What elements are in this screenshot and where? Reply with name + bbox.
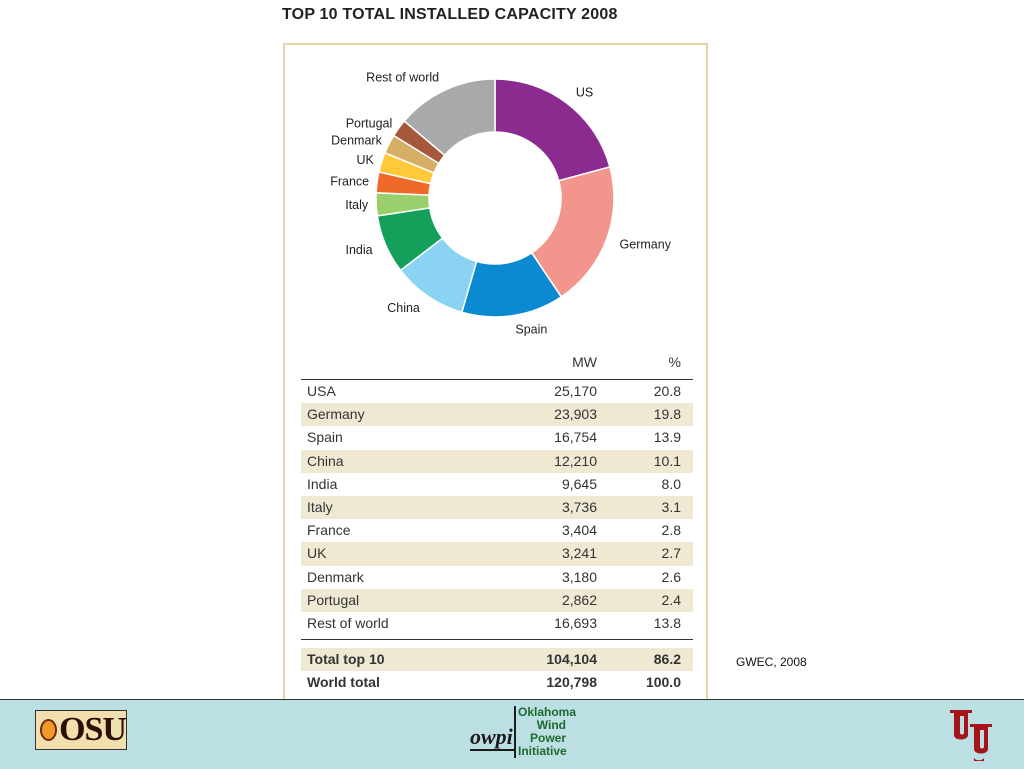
- row-pct: 2.4: [661, 591, 681, 608]
- owpi-word: Power: [529, 731, 566, 745]
- ou-logo-icon: [950, 710, 992, 761]
- row-name: Denmark: [307, 568, 364, 585]
- total-name: World total: [307, 674, 380, 691]
- row-mw: 2,862: [561, 591, 597, 608]
- owpi-underline: [470, 749, 514, 751]
- slice-label: Portugal: [346, 116, 393, 130]
- total-pct: 86.2: [653, 651, 681, 668]
- row-mw: 9,645: [561, 475, 597, 492]
- table-row: Denmark 3,180 2.6: [301, 566, 693, 589]
- row-pct: 2.8: [661, 522, 681, 539]
- owpi-mark: owpi: [470, 724, 513, 749]
- row-name: Rest of world: [307, 614, 389, 631]
- total-pct: 100.0: [645, 674, 681, 691]
- owpi-word: Oklahoma: [518, 705, 577, 719]
- table-row: USA 25,170 20.8: [301, 380, 693, 403]
- row-mw: 23,903: [554, 406, 597, 423]
- row-mw: 3,736: [561, 498, 597, 515]
- osu-seal-icon: [40, 719, 58, 741]
- footer-bar: OSU owpi Oklahoma Wind Power Initiative: [0, 699, 1024, 769]
- slice-label: India: [345, 243, 372, 257]
- osu-logo: OSU: [35, 710, 127, 750]
- pie-slice-us: [494, 78, 611, 182]
- table-row: Italy 3,736 3.1: [301, 495, 693, 520]
- row-name: France: [307, 522, 351, 539]
- table-row: Rest of world 16,693 13.8: [301, 612, 693, 635]
- table-row: China 12,210 10.1: [301, 449, 693, 473]
- total-row: Total top 10 104,104 86.2: [301, 648, 693, 672]
- pie-slice-rest-of-world: [403, 78, 496, 157]
- table-row: Spain 16,754 13.9: [301, 426, 693, 449]
- table-header: MW %: [301, 345, 693, 380]
- owpi-word: Wind: [536, 718, 566, 732]
- table-row: India 9,645 8.0: [301, 473, 693, 496]
- row-name: Portugal: [307, 591, 360, 608]
- osu-logo-text: OSU: [59, 711, 127, 748]
- table-body: USA 25,170 20.8 Germany 23,903 19.8 Spain 16,75…: [301, 380, 693, 635]
- slice-label: Italy: [345, 198, 369, 212]
- source-note: GWEC, 2008: [736, 655, 807, 669]
- row-pct: 8.0: [661, 475, 681, 492]
- donut-chart: US Germany Spain China India Italy France UK Den…: [330, 70, 672, 336]
- slice-label: France: [330, 174, 369, 188]
- row-pct: 13.8: [653, 614, 681, 631]
- table-row: UK 3,241 2.7: [301, 542, 693, 566]
- row-name: Spain: [307, 429, 343, 446]
- row-name: Germany: [307, 406, 365, 423]
- row-mw: 3,180: [561, 568, 597, 585]
- owpi-word: Initiative: [518, 744, 567, 758]
- slice-label: Spain: [515, 322, 547, 336]
- slice-label: Germany: [620, 238, 672, 252]
- row-mw: 12,210: [554, 452, 597, 469]
- slice-label: Denmark: [331, 133, 382, 147]
- table-row: France 3,404 2.8: [301, 519, 693, 542]
- total-row: World total 120,798 100.0: [301, 671, 693, 694]
- table-row: Germany 23,903 19.8: [301, 403, 693, 427]
- slice-label: Rest of world: [366, 70, 439, 84]
- total-mw: 104,104: [546, 651, 597, 668]
- total-mw: 120,798: [546, 674, 597, 691]
- owpi-words: Oklahoma Wind Power Initiative: [514, 705, 577, 758]
- row-name: Italy: [307, 498, 333, 515]
- row-pct: 13.9: [653, 429, 681, 446]
- slice-label: UK: [356, 153, 374, 167]
- table-divider: [301, 639, 693, 648]
- row-pct: 20.8: [653, 383, 681, 399]
- table-row: Portugal 2,862 2.4: [301, 588, 693, 612]
- mw-column-header: MW: [572, 354, 597, 370]
- row-pct: 2.6: [661, 568, 681, 585]
- table-totals: Total top 10 104,104 86.2 World total 120,79…: [301, 648, 693, 694]
- row-mw: 16,693: [554, 614, 597, 631]
- slice-label: US: [576, 85, 593, 99]
- slice-label: China: [387, 301, 420, 315]
- owpi-logo: owpi Oklahoma Wind Power Initiative: [470, 705, 577, 764]
- row-pct: 10.1: [653, 452, 681, 469]
- row-name: USA: [307, 383, 336, 399]
- row-mw: 16,754: [554, 429, 597, 446]
- chart-figure: US Germany Spain China India Italy France UK Den…: [283, 43, 708, 703]
- row-pct: 3.1: [661, 498, 681, 515]
- row-pct: 2.7: [661, 545, 681, 562]
- row-pct: 19.8: [653, 406, 681, 423]
- row-name: UK: [307, 545, 327, 562]
- row-mw: 3,404: [561, 522, 597, 539]
- total-name: Total top 10: [307, 651, 385, 668]
- percent-column-header: %: [668, 354, 681, 370]
- row-mw: 3,241: [561, 545, 597, 562]
- chart-title: TOP 10 TOTAL INSTALLED CAPACITY 2008: [282, 6, 618, 23]
- row-name: India: [307, 475, 338, 492]
- row-mw: 25,170: [554, 383, 597, 399]
- row-name: China: [307, 452, 344, 469]
- capacity-table: MW % USA 25,170 20.8 Germany 23,903 19.8 Spain…: [301, 345, 693, 694]
